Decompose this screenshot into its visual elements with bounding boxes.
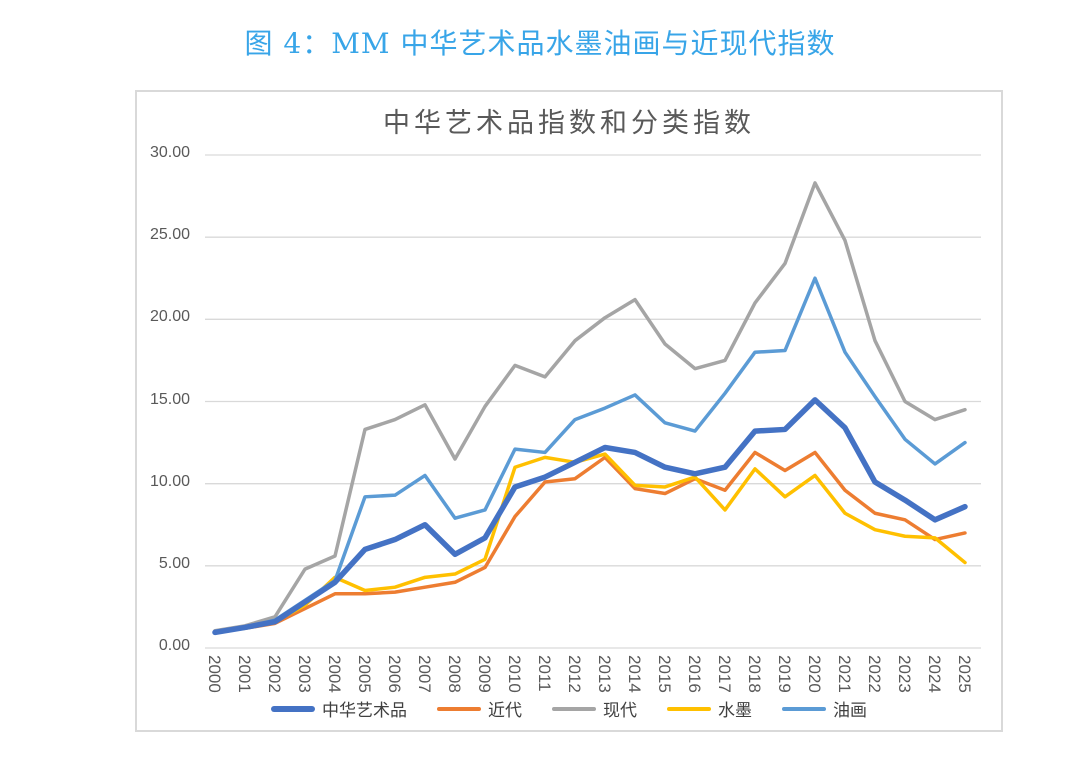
x-axis-tick-label: 2005: [355, 655, 374, 693]
legend-label: 近代: [488, 701, 522, 720]
x-axis-tick-label: 2008: [445, 655, 464, 693]
x-axis-tick-label: 2022: [865, 655, 884, 693]
legend-item-近代: 近代: [437, 696, 522, 721]
figure-caption: 图 4：MM 中华艺术品水墨油画与近现代指数: [244, 27, 836, 60]
x-axis-tick-label: 2011: [535, 655, 554, 692]
legend-label: 水墨: [718, 701, 752, 720]
series-line-水墨: [213, 452, 967, 634]
x-axis-tick-label: 2016: [685, 655, 704, 693]
x-axis-tick-label: 2025: [955, 655, 974, 693]
y-axis-tick-label: 15.00: [149, 390, 190, 408]
series-line-油画: [213, 276, 967, 635]
y-axis-tick-label: 25.00: [149, 226, 190, 244]
x-axis-tick-label: 2018: [745, 655, 764, 693]
legend-swatch: [782, 706, 826, 711]
legend-swatch: [271, 705, 315, 712]
legend-swatch: [552, 706, 596, 711]
y-axis-tick-label: 10.00: [149, 472, 190, 490]
x-axis-tick-label: 2007: [415, 655, 434, 693]
x-axis-tick-label: 2006: [385, 655, 404, 693]
y-axis-tick-label: 5.00: [158, 554, 190, 572]
chart-legend: 中华艺术品 近代 现代 水墨 油画: [135, 696, 1003, 721]
x-axis-tick-label: 2013: [595, 655, 614, 693]
series-line-近代: [213, 450, 967, 634]
x-axis-tick-label: 2001: [235, 655, 254, 693]
x-axis-tick-label: 2014: [625, 655, 644, 693]
legend-swatch: [437, 706, 481, 711]
legend-label: 油画: [833, 701, 867, 720]
legend-label: 中华艺术品: [322, 701, 407, 720]
series-line-中华艺术品: [212, 397, 968, 636]
x-axis-tick-label: 2017: [715, 655, 734, 693]
x-axis-tick-label: 2003: [295, 655, 314, 693]
x-axis-tick-label: 2019: [775, 655, 794, 693]
series-line-现代: [213, 181, 967, 633]
legend-item-油画: 油画: [782, 696, 867, 721]
y-axis-tick-label: 0.00: [158, 637, 190, 654]
legend-item-现代: 现代: [552, 696, 637, 721]
y-axis-tick-label: 20.00: [149, 308, 190, 326]
legend-item-水墨: 水墨: [667, 696, 752, 721]
y-axis-tick-label: 30.00: [149, 144, 190, 161]
chart-title: 中华艺术品指数和分类指数: [383, 108, 755, 138]
legend-label: 现代: [603, 701, 637, 720]
x-axis-tick-label: 2021: [835, 655, 854, 693]
x-axis-tick-label: 2020: [805, 655, 824, 693]
x-axis-tick-label: 2023: [895, 655, 914, 693]
x-axis-tick-label: 2012: [565, 655, 584, 693]
x-axis-tick-label: 2009: [475, 655, 494, 693]
x-axis-tick-label: 2024: [925, 655, 944, 693]
legend-swatch: [667, 706, 711, 711]
x-axis-tick-label: 2004: [325, 655, 344, 693]
x-axis-tick-label: 2015: [655, 655, 674, 693]
x-axis-tick-label: 2000: [205, 655, 224, 693]
legend-item-中华艺术品: 中华艺术品: [271, 696, 407, 721]
x-axis-tick-label: 2002: [265, 655, 284, 693]
chart-frame: [135, 90, 1003, 732]
x-axis-tick-label: 2010: [505, 655, 524, 693]
